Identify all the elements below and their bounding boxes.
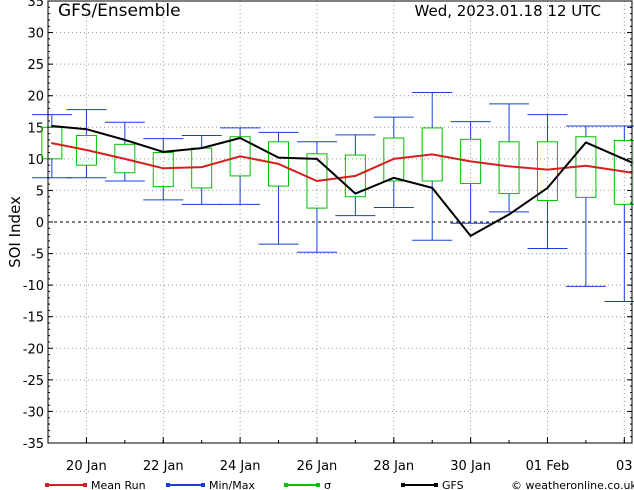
gfs-line-point <box>316 158 318 160</box>
mean-run-line-point <box>469 160 472 163</box>
y-tick-label: -35 <box>23 437 44 452</box>
sigma-box <box>41 126 63 160</box>
y-tick-label: -30 <box>23 405 44 420</box>
gfs-line-point <box>354 192 357 195</box>
gfs-line-point <box>162 151 165 153</box>
mean-run-line-point <box>162 167 165 170</box>
mean-run-line-point <box>200 166 203 168</box>
mean-run-line-point <box>546 168 549 171</box>
y-tick-label: 35 <box>27 0 44 10</box>
y-tick-label: 10 <box>27 153 44 168</box>
gfs-line-point <box>546 187 549 189</box>
y-tick-label: 5 <box>36 184 44 199</box>
series-lines <box>51 125 633 237</box>
gfs-line-point <box>431 187 434 189</box>
gfs-line <box>51 125 633 237</box>
ensemble-boxes <box>31 92 634 303</box>
credit-text[interactable]: © weatheronline.co.uk <box>511 479 634 490</box>
sigma-box <box>114 143 136 174</box>
y-tick-label: -25 <box>23 374 44 389</box>
mean-run-line-point <box>393 158 395 160</box>
x-tick-label: 24 Jan <box>220 459 261 474</box>
gfs-line-point <box>200 147 203 149</box>
gfs-line-point <box>585 141 587 144</box>
legend-label-sigma: σ <box>324 479 331 490</box>
y-tick-label: 15 <box>27 121 44 136</box>
mean-run-line-point <box>277 163 280 165</box>
x-tick-label: 03 <box>616 459 633 474</box>
legend: Mean Run Min/Max σ GFS © weatheronline.c… <box>45 479 634 490</box>
legend-gfs: GFS <box>401 479 464 490</box>
y-tick-label: -10 <box>23 279 44 294</box>
gfs-line-point <box>124 139 126 141</box>
y-tick-label: -5 <box>31 248 44 263</box>
gfs-line-point <box>277 156 280 159</box>
sigma-box <box>75 134 97 166</box>
run-timestamp: Wed, 2023.01.18 12 UTC <box>415 2 601 20</box>
gridlines <box>48 1 632 443</box>
sigma-box <box>613 140 634 205</box>
sigma-box <box>460 138 482 184</box>
y-tick-label: -20 <box>23 342 44 357</box>
mean-run-line-point <box>585 165 587 167</box>
gfs-line-point <box>393 177 395 179</box>
sigma-box <box>344 154 366 198</box>
mean-run-line-point <box>124 158 126 160</box>
legend-min-max: Min/Max <box>166 479 255 490</box>
legend-label-min-max: Min/Max <box>209 479 255 490</box>
legend-label-mean-run: Mean Run <box>91 479 146 490</box>
sigma-box <box>421 127 443 182</box>
mean-run-line-point <box>85 149 88 151</box>
x-axis: 20 Jan 22 Jan 24 Jan 26 Jan 28 Jan 30 Jan 01 F… <box>47 437 633 474</box>
x-tick-label: 30 Jan <box>450 459 491 474</box>
y-tick-label: 0 <box>36 216 44 231</box>
chart-title: GFS/Ensemble <box>58 1 181 21</box>
y-axis-label: SOI Index <box>6 196 24 268</box>
mean-run-line-point <box>508 165 510 168</box>
legend-mean-run: Mean Run <box>45 479 146 490</box>
gfs-line-point <box>85 128 88 130</box>
y-axis: 35 30 25 20 15 10 5 0 -5 -10 -15 -20 -25 -30 -35 <box>23 0 632 452</box>
mean-run-line-point <box>51 142 53 144</box>
sigma-box <box>229 136 251 177</box>
x-tick-label: 28 Jan <box>373 459 414 474</box>
sigma-box <box>268 141 290 187</box>
gfs-line-point <box>469 235 472 237</box>
mean-run-line-point <box>316 180 318 182</box>
y-tick-label: 20 <box>27 90 44 105</box>
sigma-box <box>383 137 405 182</box>
gfs-line-point <box>508 213 510 216</box>
plot-frame <box>47 0 633 444</box>
mean-run-line <box>51 142 633 182</box>
mean-run-line-point <box>354 175 357 177</box>
y-tick-label: -15 <box>23 311 44 326</box>
sigma-box <box>536 141 558 202</box>
legend-sigma: σ <box>284 479 331 490</box>
mean-run-line-point <box>431 153 434 156</box>
y-tick-label: 30 <box>27 27 44 42</box>
gfs-line-point <box>51 125 53 127</box>
legend-label-gfs: GFS <box>442 479 464 490</box>
x-tick-label: 01 Feb <box>526 459 570 474</box>
x-tick-label: 26 Jan <box>297 459 338 474</box>
x-tick-label: 20 Jan <box>66 459 107 474</box>
x-tick-label: 22 Jan <box>143 459 184 474</box>
sigma-box <box>306 153 328 209</box>
mean-run-line-point <box>239 155 241 158</box>
y-tick-label: 25 <box>27 58 44 73</box>
gfs-line-point <box>239 137 241 139</box>
